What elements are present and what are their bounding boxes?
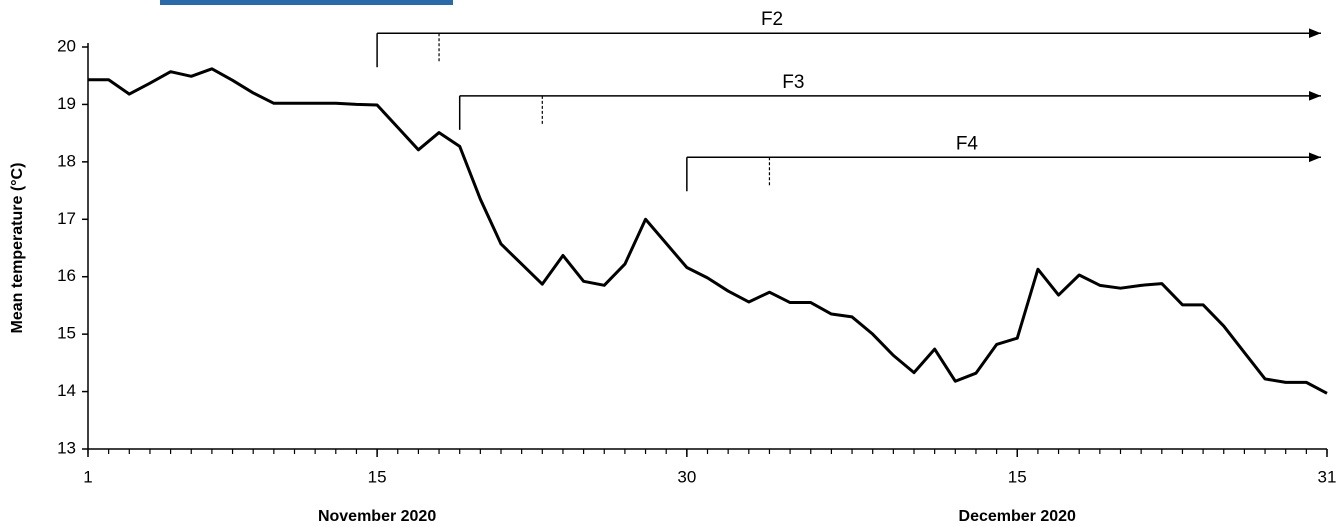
annotation-label: F3 [782, 72, 804, 93]
x-tick-label: 31 [1318, 467, 1337, 486]
y-tick-label: 17 [57, 209, 76, 228]
x-tick-label: 15 [1008, 467, 1027, 486]
y-tick-label: 18 [57, 151, 76, 170]
y-tick-label: 20 [57, 36, 76, 55]
y-tick-label: 15 [57, 324, 76, 343]
annotation-label: F2 [761, 9, 783, 30]
x-tick-label: 15 [368, 467, 387, 486]
month-label: December 2020 [959, 508, 1077, 525]
temperature-line [88, 67, 1328, 395]
x-tick-label: 1 [83, 467, 92, 486]
y-tick-label: 16 [57, 266, 76, 285]
y-tick-label: 13 [57, 438, 76, 457]
y-tick-label: 14 [57, 381, 76, 400]
month-label: November 2020 [318, 508, 436, 525]
image-fragment [160, 0, 453, 5]
x-tick-label: 30 [677, 467, 696, 486]
annotation-label: F4 [956, 133, 979, 154]
y-tick-label: 19 [57, 94, 76, 113]
y-axis-label: Mean temperature (°C) [9, 163, 26, 334]
